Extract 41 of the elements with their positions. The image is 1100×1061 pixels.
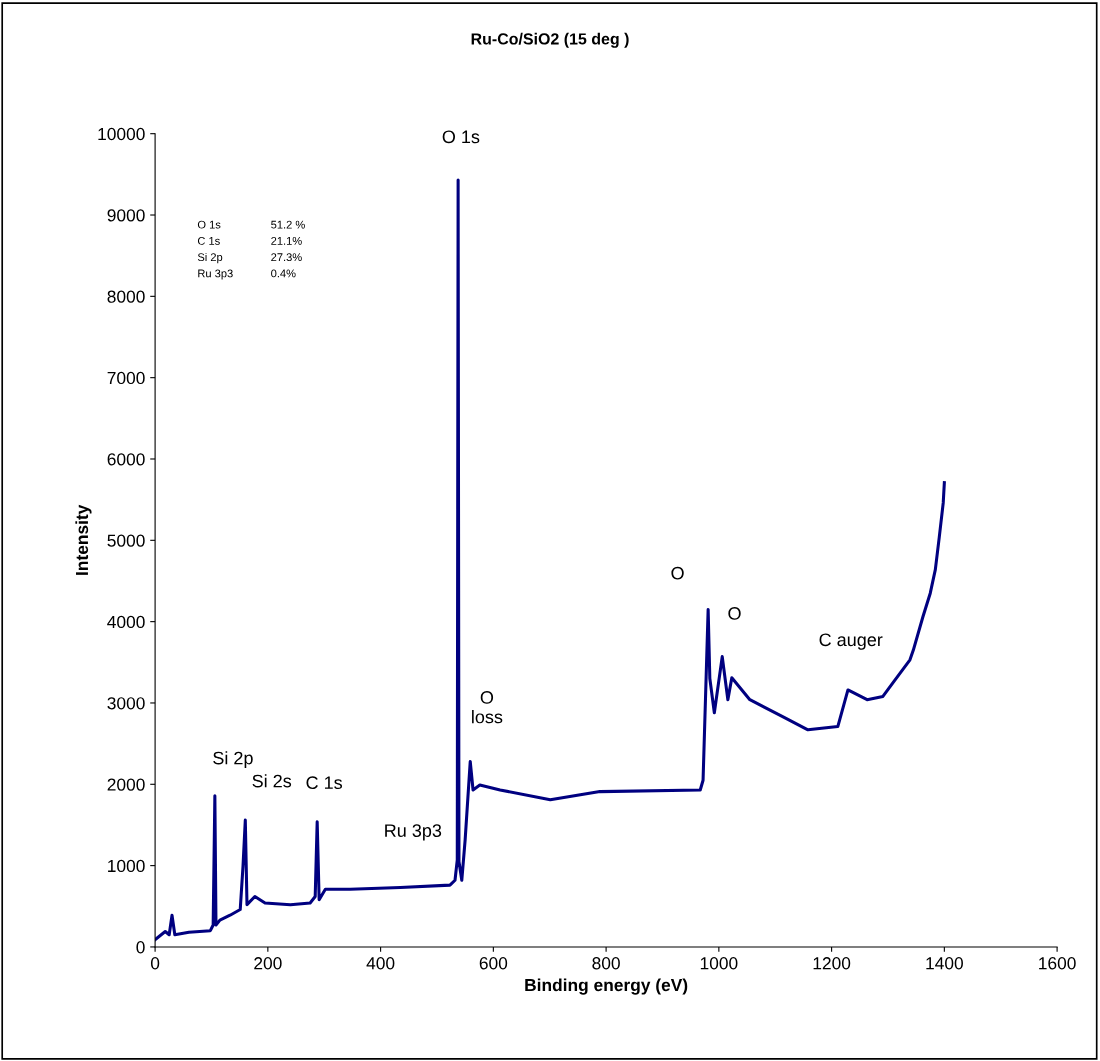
x-tick-label: 1200 (813, 957, 851, 970)
annotation: Ru 3p3 (198, 269, 233, 280)
y-tick-label: 6000 (107, 453, 145, 466)
x-axis-title: Binding energy (eV) (525, 978, 688, 995)
annotation: C auger (819, 633, 883, 650)
x-tick-label: 1400 (926, 957, 963, 970)
annotation: O loss (472, 691, 503, 724)
y-tick-label: 0 (136, 941, 145, 954)
annotation: C 1s (197, 236, 220, 245)
annotation: 27.3% (271, 253, 302, 262)
y-axis-title: Intensity (75, 504, 92, 575)
x-tick-label: 600 (479, 957, 508, 970)
y-tick-label: 10000 (98, 127, 145, 141)
annotation: Si 2s (252, 774, 292, 788)
x-tick-label: 1600 (1039, 957, 1076, 970)
y-tick-label: 3000 (107, 697, 145, 710)
annotation: Si 2p (213, 751, 253, 768)
annotation: 21.1% (271, 236, 302, 245)
y-tick-label: 5000 (107, 534, 145, 547)
annotation: 0.4% (271, 269, 296, 278)
x-tick-label: 0 (150, 957, 160, 970)
chart-title: Ru-Co/SiO2 (15 deg ) (471, 32, 629, 48)
y-tick-label: 7000 (107, 371, 145, 385)
x-tick-label: 400 (366, 957, 395, 970)
x-tick-label: 200 (254, 957, 282, 970)
x-tick-label: 800 (592, 957, 620, 970)
annotation: Ru 3p3 (385, 824, 442, 841)
y-tick-label: 4000 (107, 615, 145, 629)
x-tick-label: 1000 (700, 957, 738, 970)
y-tick-label: 8000 (107, 290, 145, 303)
annotation: O 1s (197, 220, 221, 229)
annotation: O (671, 566, 684, 580)
y-tick-label: 1000 (108, 859, 145, 873)
y-tick-label: 9000 (107, 209, 145, 222)
annotation: C 1s (306, 776, 343, 790)
line-series (155, 178, 946, 942)
annotation: Si 2p (197, 252, 223, 264)
annotation: 51.2 % (271, 220, 305, 229)
y-tick-label: 2000 (107, 778, 145, 791)
annotation: O 1s (442, 130, 480, 144)
annotation: O (728, 607, 741, 620)
